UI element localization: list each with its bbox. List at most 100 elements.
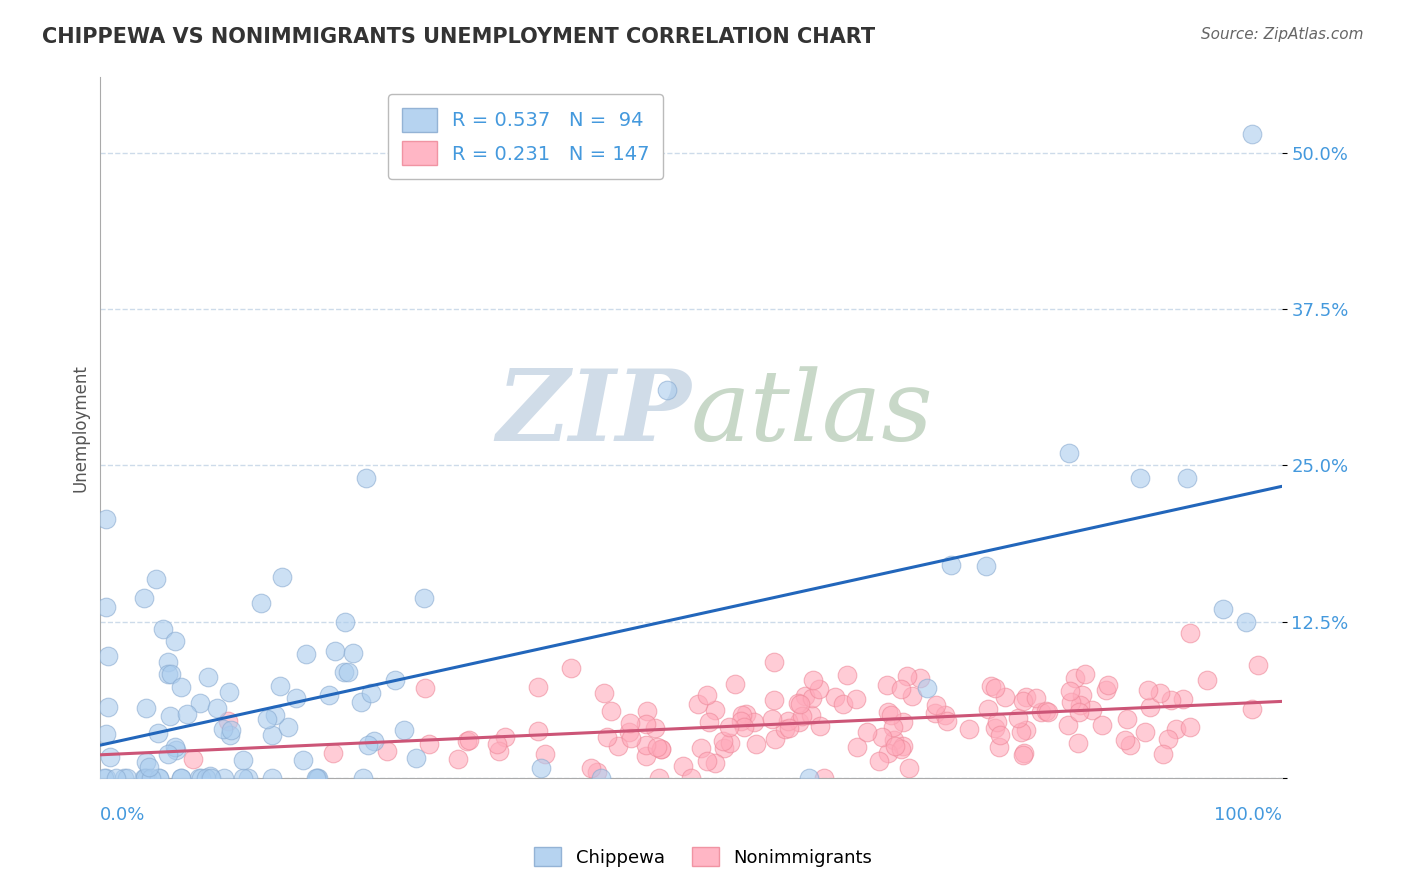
Point	[634, 716, 657, 731]
Point	[579, 761, 602, 775]
Point	[713, 740, 735, 755]
Point	[181, 752, 204, 766]
Point	[1029, 706, 1052, 720]
Point	[789, 697, 811, 711]
Point	[285, 691, 308, 706]
Point	[194, 771, 217, 785]
Point	[1064, 671, 1087, 685]
Point	[145, 572, 167, 586]
Point	[530, 761, 553, 775]
Point	[645, 739, 668, 754]
Point	[870, 730, 893, 744]
Point	[218, 685, 240, 699]
Point	[277, 720, 299, 734]
Point	[394, 723, 416, 737]
Point	[745, 737, 768, 751]
Legend: Chippewa, Nonimmigrants: Chippewa, Nonimmigrants	[527, 840, 879, 874]
Point	[657, 383, 679, 397]
Point	[845, 692, 868, 706]
Point	[350, 695, 373, 709]
Point	[837, 668, 859, 682]
Point	[357, 738, 380, 752]
Point	[648, 771, 671, 785]
Point	[1171, 692, 1194, 706]
Point	[188, 771, 211, 785]
Point	[939, 558, 962, 572]
Point	[217, 714, 239, 729]
Point	[1175, 471, 1198, 485]
Point	[672, 759, 695, 773]
Point	[934, 708, 956, 723]
Point	[883, 732, 905, 747]
Point	[1195, 673, 1218, 687]
Point	[176, 707, 198, 722]
Point	[808, 719, 831, 733]
Point	[1057, 446, 1080, 460]
Point	[250, 596, 273, 610]
Point	[704, 703, 727, 717]
Point	[256, 712, 278, 726]
Legend: R = 0.537   N =  94, R = 0.231   N = 147: R = 0.537 N = 94, R = 0.231 N = 147	[388, 95, 664, 178]
Point	[986, 715, 1008, 730]
Point	[1160, 693, 1182, 707]
Point	[957, 722, 980, 736]
Point	[333, 615, 356, 629]
Point	[93, 771, 115, 785]
Point	[987, 740, 1010, 755]
Point	[377, 744, 399, 758]
Point	[1149, 686, 1171, 700]
Point	[135, 771, 157, 785]
Point	[776, 714, 799, 729]
Point	[112, 771, 135, 785]
Point	[342, 646, 364, 660]
Point	[418, 737, 440, 751]
Point	[908, 671, 931, 685]
Point	[634, 749, 657, 764]
Point	[593, 686, 616, 700]
Point	[159, 709, 181, 723]
Point	[697, 715, 720, 730]
Point	[876, 678, 898, 692]
Point	[138, 760, 160, 774]
Point	[730, 707, 752, 722]
Point	[170, 771, 193, 785]
Point	[1095, 682, 1118, 697]
Point	[925, 698, 948, 712]
Point	[457, 733, 479, 747]
Point	[733, 720, 755, 734]
Point	[160, 667, 183, 681]
Point	[360, 686, 382, 700]
Point	[94, 600, 117, 615]
Point	[724, 677, 747, 691]
Point	[690, 741, 713, 756]
Point	[718, 736, 741, 750]
Point	[352, 771, 374, 785]
Point	[1060, 695, 1083, 709]
Point	[917, 681, 939, 695]
Point	[1035, 704, 1057, 718]
Text: ZIP: ZIP	[496, 366, 690, 462]
Point	[1066, 736, 1088, 750]
Point	[1129, 471, 1152, 485]
Point	[763, 693, 786, 707]
Point	[1152, 747, 1174, 761]
Point	[786, 696, 808, 710]
Point	[824, 690, 846, 704]
Point	[901, 689, 924, 703]
Point	[1081, 703, 1104, 717]
Point	[97, 700, 120, 714]
Point	[205, 701, 228, 715]
Point	[141, 771, 163, 785]
Point	[1139, 700, 1161, 714]
Point	[170, 771, 193, 785]
Point	[586, 765, 609, 780]
Point	[269, 679, 291, 693]
Point	[560, 661, 582, 675]
Point	[1247, 658, 1270, 673]
Text: 0.0%: 0.0%	[100, 806, 146, 824]
Point	[980, 679, 1002, 693]
Point	[165, 743, 187, 757]
Point	[620, 731, 643, 745]
Point	[94, 727, 117, 741]
Point	[1116, 712, 1139, 726]
